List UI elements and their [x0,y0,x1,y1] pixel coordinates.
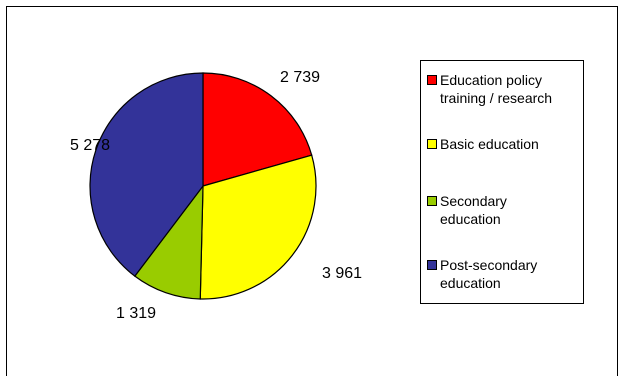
legend-item-basic: Basic education [427,135,580,153]
data-label-policy: 2 739 [280,69,320,86]
data-label-secondary: 1 319 [116,305,156,322]
legend-swatch-policy [427,75,437,85]
legend: Education policy training / research Bas… [420,60,584,304]
legend-swatch-basic [427,139,437,149]
slice-policy [202,72,313,187]
slice-basic [199,154,317,300]
legend-item-policy: Education policy training / research [427,71,580,107]
legend-label-post-secondary: Post-secondary education [440,257,538,291]
legend-swatch-post-secondary [427,260,437,270]
legend-label-policy: Education policy training / research [440,72,553,106]
data-label-basic: 3 961 [322,265,362,282]
chart-frame [6,6,618,376]
legend-swatch-secondary [427,196,437,206]
legend-item-post-secondary: Post-secondary education [427,256,570,292]
legend-label-secondary: Secondary education [440,193,507,227]
legend-label-basic: Basic education [440,136,539,152]
slice-post-secondary [89,72,204,277]
data-label-post-secondary: 5 278 [70,137,110,154]
legend-item-secondary: Secondary education [427,192,540,228]
